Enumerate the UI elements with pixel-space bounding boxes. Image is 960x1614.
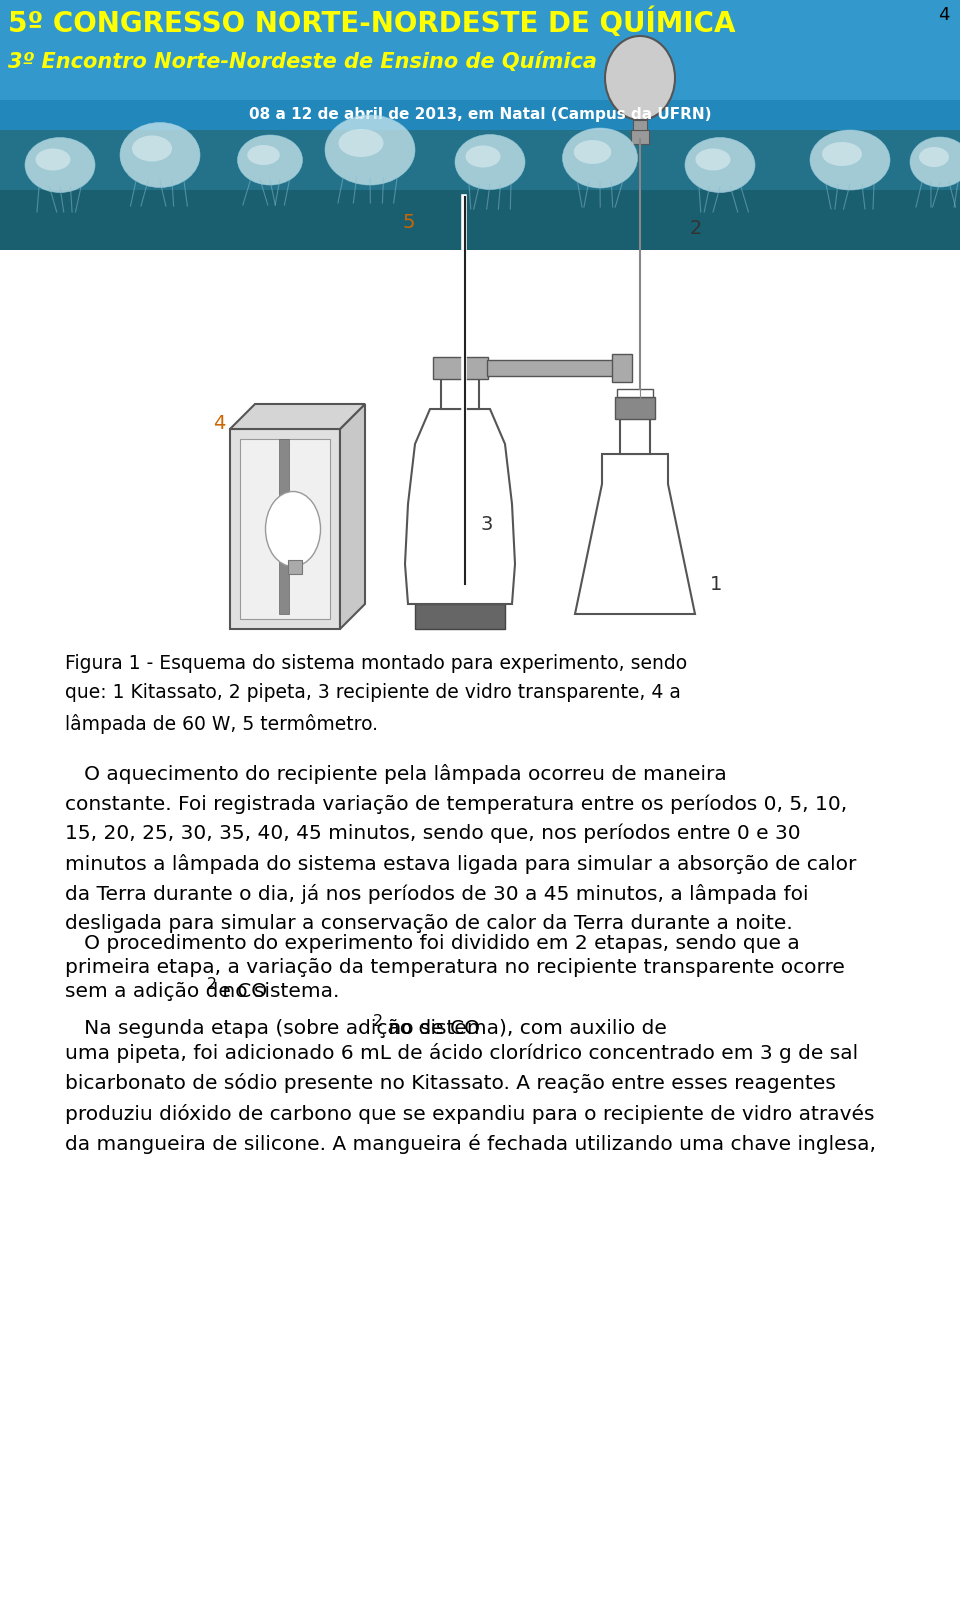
Ellipse shape bbox=[248, 145, 279, 165]
Ellipse shape bbox=[910, 137, 960, 187]
Ellipse shape bbox=[466, 145, 500, 168]
Bar bbox=[0, 131, 960, 190]
Text: Figura 1 - Esquema do sistema montado para experimento, sendo
que: 1 Kitassato, : Figura 1 - Esquema do sistema montado pa… bbox=[65, 654, 687, 734]
Text: 4: 4 bbox=[212, 415, 225, 433]
Text: 4: 4 bbox=[939, 6, 950, 24]
Text: 5º CONGRESSO NORTE-NORDESTE DE QUÍMICA: 5º CONGRESSO NORTE-NORDESTE DE QUÍMICA bbox=[8, 8, 735, 39]
Bar bbox=[487, 360, 617, 376]
Ellipse shape bbox=[36, 148, 70, 171]
Ellipse shape bbox=[266, 492, 321, 567]
Bar bbox=[633, 119, 647, 131]
Bar bbox=[617, 389, 653, 397]
Ellipse shape bbox=[574, 140, 612, 165]
Text: no sistema.: no sistema. bbox=[216, 981, 340, 1001]
Ellipse shape bbox=[325, 115, 415, 186]
Polygon shape bbox=[575, 454, 695, 613]
Text: 2: 2 bbox=[207, 976, 217, 993]
Bar bbox=[433, 357, 488, 379]
Ellipse shape bbox=[237, 136, 302, 186]
Bar bbox=[415, 604, 505, 629]
Ellipse shape bbox=[455, 134, 525, 189]
Text: sem a adição de CO: sem a adição de CO bbox=[65, 981, 267, 1001]
Ellipse shape bbox=[605, 36, 675, 119]
Ellipse shape bbox=[695, 148, 731, 171]
Ellipse shape bbox=[685, 137, 755, 192]
Ellipse shape bbox=[120, 123, 200, 187]
Bar bbox=[615, 397, 655, 420]
Text: 2: 2 bbox=[690, 220, 703, 239]
Ellipse shape bbox=[919, 147, 949, 166]
Ellipse shape bbox=[25, 137, 95, 192]
Ellipse shape bbox=[132, 136, 172, 161]
Text: 5: 5 bbox=[402, 213, 415, 231]
Bar bbox=[0, 131, 960, 250]
Text: 08 a 12 de abril de 2013, em Natal (Campus da UFRN): 08 a 12 de abril de 2013, em Natal (Camp… bbox=[249, 108, 711, 123]
Bar bbox=[441, 379, 479, 408]
Bar bbox=[631, 131, 649, 144]
Text: primeira etapa, a variação da temperatura no recipiente transparente ocorre: primeira etapa, a variação da temperatur… bbox=[65, 959, 845, 976]
Text: uma pipeta, foi adicionado 6 mL de ácido clorídrico concentrado em 3 g de sal
bi: uma pipeta, foi adicionado 6 mL de ácido… bbox=[65, 1043, 876, 1154]
Ellipse shape bbox=[822, 142, 862, 166]
Text: O aquecimento do recipiente pela lâmpada ocorreu de maneira
constante. Foi regis: O aquecimento do recipiente pela lâmpada… bbox=[65, 763, 856, 933]
Text: 3º Encontro Norte-Nordeste de Ensino de Química: 3º Encontro Norte-Nordeste de Ensino de … bbox=[8, 52, 597, 73]
Ellipse shape bbox=[339, 129, 383, 157]
Bar bbox=[279, 439, 289, 613]
Bar bbox=[620, 420, 650, 454]
Polygon shape bbox=[405, 408, 515, 604]
Text: O procedimento do experimento foi dividido em 2 etapas, sendo que a: O procedimento do experimento foi dividi… bbox=[65, 935, 800, 952]
Text: Na segunda etapa (sobre adição de CO: Na segunda etapa (sobre adição de CO bbox=[65, 1018, 480, 1038]
Text: no sistema), com auxilio de: no sistema), com auxilio de bbox=[382, 1018, 667, 1038]
Polygon shape bbox=[340, 404, 365, 629]
Bar bbox=[0, 100, 960, 131]
Text: 2: 2 bbox=[373, 1014, 383, 1030]
Text: 3: 3 bbox=[480, 515, 492, 534]
Text: 1: 1 bbox=[710, 575, 722, 594]
Bar bbox=[0, 0, 960, 131]
Ellipse shape bbox=[563, 128, 637, 187]
Bar bbox=[612, 353, 632, 383]
Polygon shape bbox=[230, 404, 365, 429]
Ellipse shape bbox=[810, 131, 890, 190]
Bar bbox=[288, 560, 302, 575]
Bar bbox=[240, 439, 330, 620]
Bar bbox=[230, 429, 340, 629]
